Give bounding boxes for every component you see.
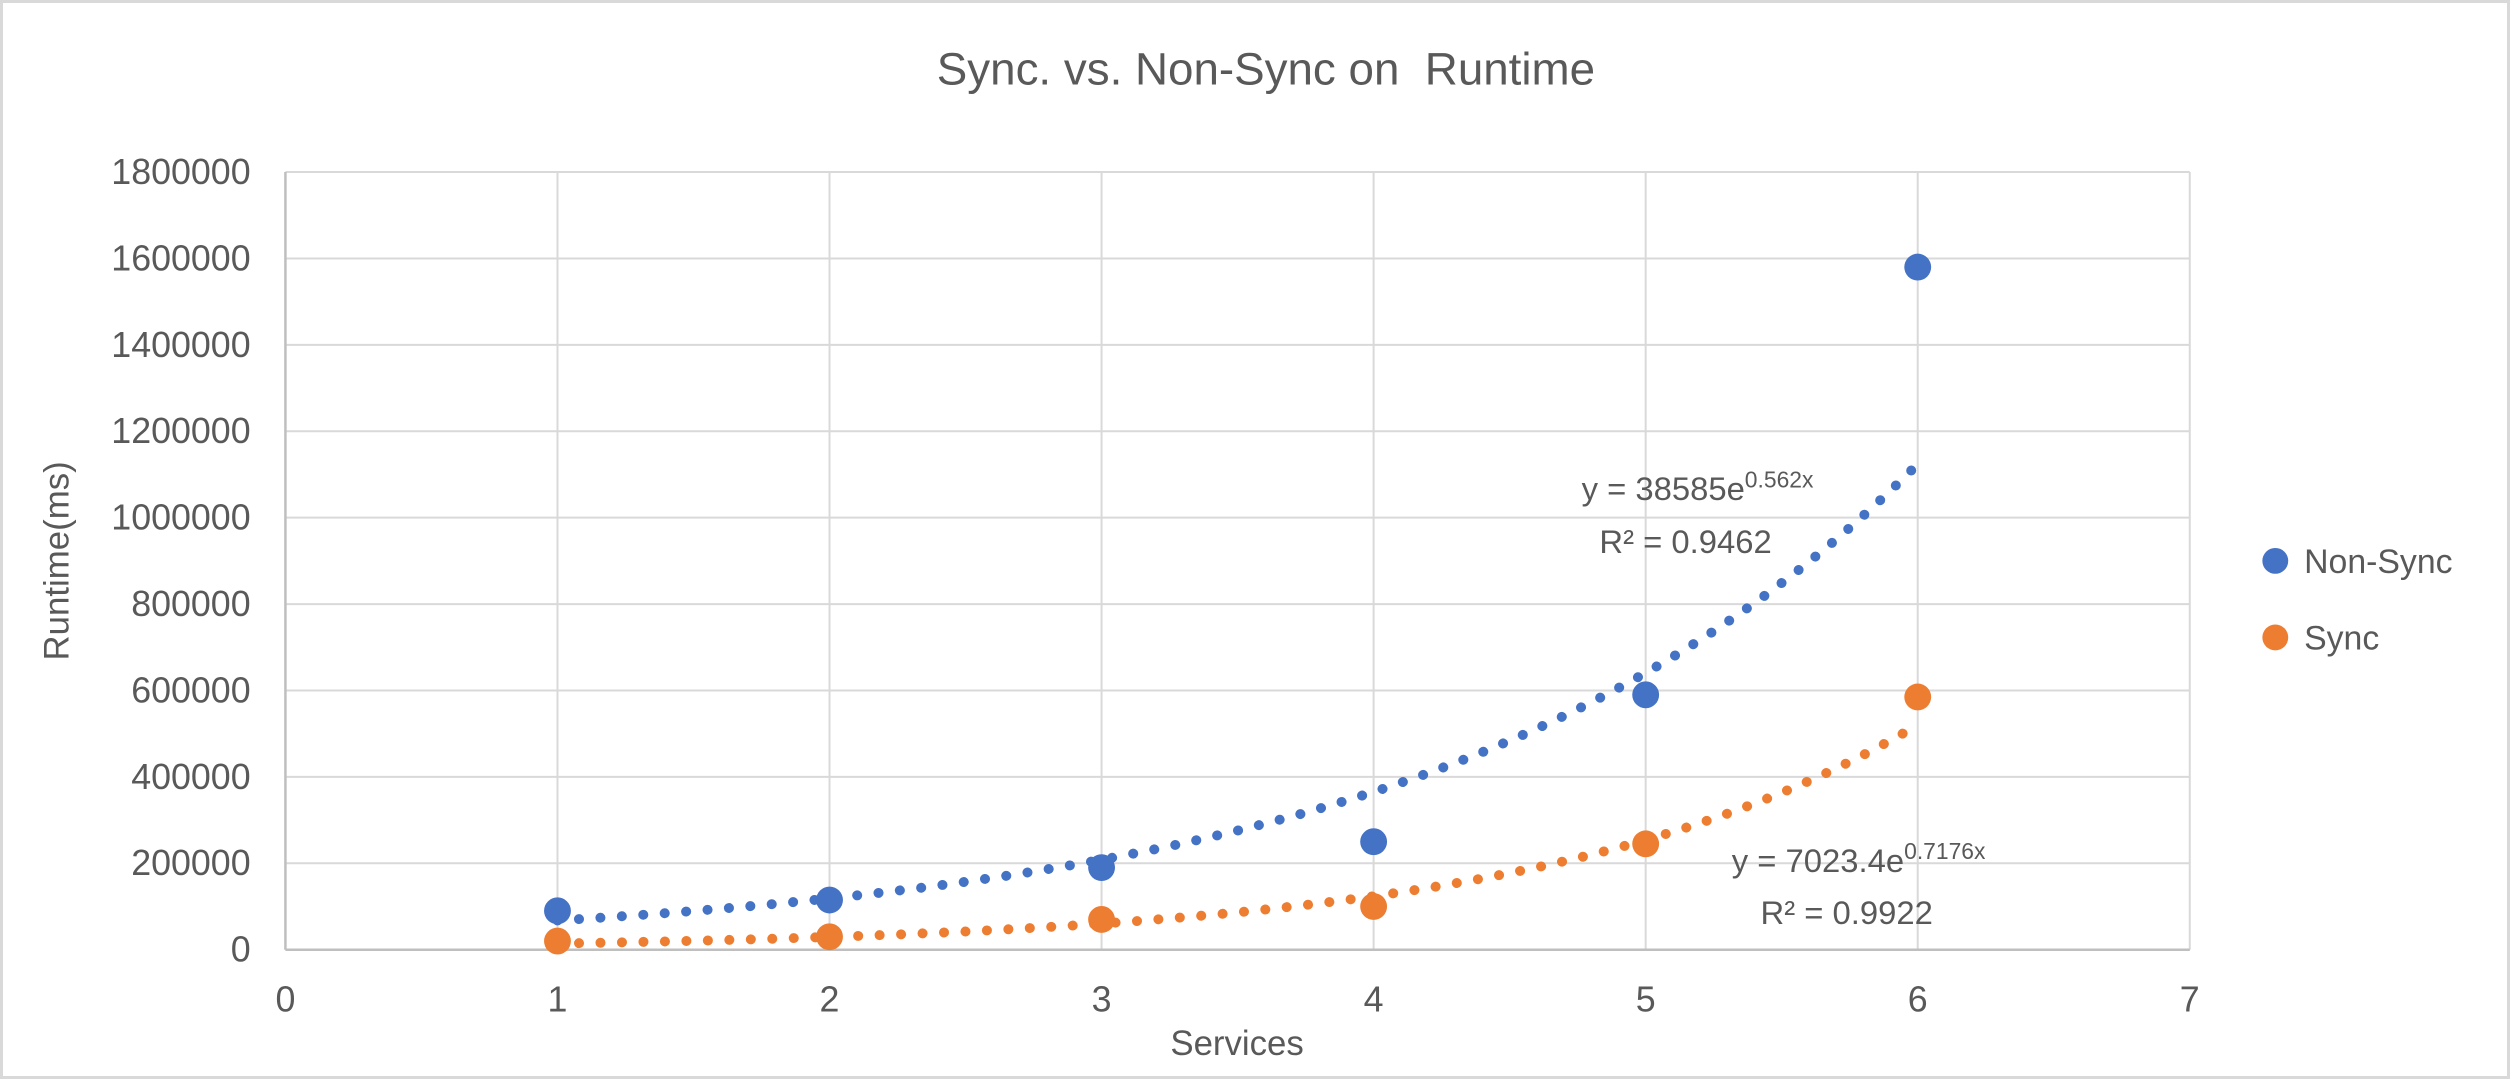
x-tick-label: 2 <box>820 979 840 1019</box>
legend-label-sync: Sync <box>2304 619 2379 657</box>
data-point-non-sync-x3 <box>1088 854 1115 882</box>
equation-base: y = 38585e <box>1582 470 1745 507</box>
legend-marker-non-sync-icon <box>2262 547 2289 574</box>
x-tick-label: 3 <box>1092 979 1112 1019</box>
data-point-non-sync-x6 <box>1904 253 1932 281</box>
trendline-label-sync: y = 7023.4e0.7176x R² = 0.9922 <box>1732 838 1986 931</box>
legend-item-non-sync: Non-Sync <box>2262 543 2453 581</box>
y-axis-title: Runtime(ms) <box>38 461 77 660</box>
scatter-chart: 0 200000 400000 600000 800000 1000000 1200000 1… <box>38 44 2453 1064</box>
r-squared-non-sync: R² = 0.9462 <box>1599 523 1771 560</box>
legend-label-non-sync: Non-Sync <box>2304 543 2452 581</box>
y-tick-label: 200000 <box>131 843 250 883</box>
data-point-sync-x4 <box>1360 893 1388 920</box>
trendlines <box>552 459 1923 949</box>
x-tick-label: 7 <box>2180 979 2200 1019</box>
y-tick-label: 1000000 <box>111 498 250 538</box>
r-squared-sync: R² = 0.9922 <box>1761 894 1933 931</box>
axis-lines <box>284 172 2190 951</box>
legend-marker-sync-icon <box>2262 624 2289 651</box>
data-point-sync-x6 <box>1904 683 1932 711</box>
y-tick-label: 1200000 <box>111 411 250 451</box>
trendline-sync <box>552 719 1923 949</box>
trendline-non-sync <box>552 459 1923 926</box>
equation-exponent: 0.7176x <box>1904 838 1986 864</box>
y-tick-label: 600000 <box>131 670 250 710</box>
equation-sync: y = 7023.4e0.7176x <box>1732 838 1986 879</box>
data-point-sync-x3 <box>1088 906 1115 933</box>
trendline-label-non-sync: y = 38585e0.562x R² = 0.9462 <box>1582 466 1814 560</box>
y-tick-label: 1400000 <box>111 325 250 365</box>
x-tick-label: 6 <box>1908 979 1928 1019</box>
chart-title: Sync. vs. Non-Sync on Runtime <box>937 44 1595 95</box>
y-tick-label: 800000 <box>131 584 250 624</box>
data-point-non-sync-x5 <box>1632 681 1660 709</box>
data-point-non-sync-x4 <box>1360 828 1388 856</box>
data-point-non-sync-x2 <box>816 886 843 914</box>
data-point-sync-x5 <box>1632 830 1660 858</box>
data-point-sync-x1 <box>544 927 571 955</box>
x-axis-title: Services <box>1170 1024 1303 1063</box>
axis-tick-labels: 0 200000 400000 600000 800000 1000000 1200000 1… <box>111 152 2199 1019</box>
y-tick-label: 400000 <box>131 757 250 797</box>
data-points <box>544 253 1932 955</box>
data-point-non-sync-x1 <box>544 897 571 925</box>
equation-base: y = 7023.4e <box>1732 842 1904 879</box>
y-tick-label: 1600000 <box>111 238 250 278</box>
x-tick-label: 5 <box>1636 979 1656 1019</box>
equation-non-sync: y = 38585e0.562x <box>1582 466 1814 507</box>
legend-item-sync: Sync <box>2262 619 2379 657</box>
x-tick-label: 4 <box>1364 979 1384 1019</box>
gridlines <box>285 171 2191 951</box>
x-tick-label: 1 <box>548 979 568 1019</box>
y-tick-label: 0 <box>231 930 251 970</box>
legend: Non-Sync Sync <box>2262 543 2453 657</box>
x-tick-label: 0 <box>275 979 295 1019</box>
y-tick-label: 1800000 <box>111 152 250 192</box>
equation-exponent: 0.562x <box>1745 466 1814 492</box>
data-point-sync-x2 <box>816 923 843 951</box>
